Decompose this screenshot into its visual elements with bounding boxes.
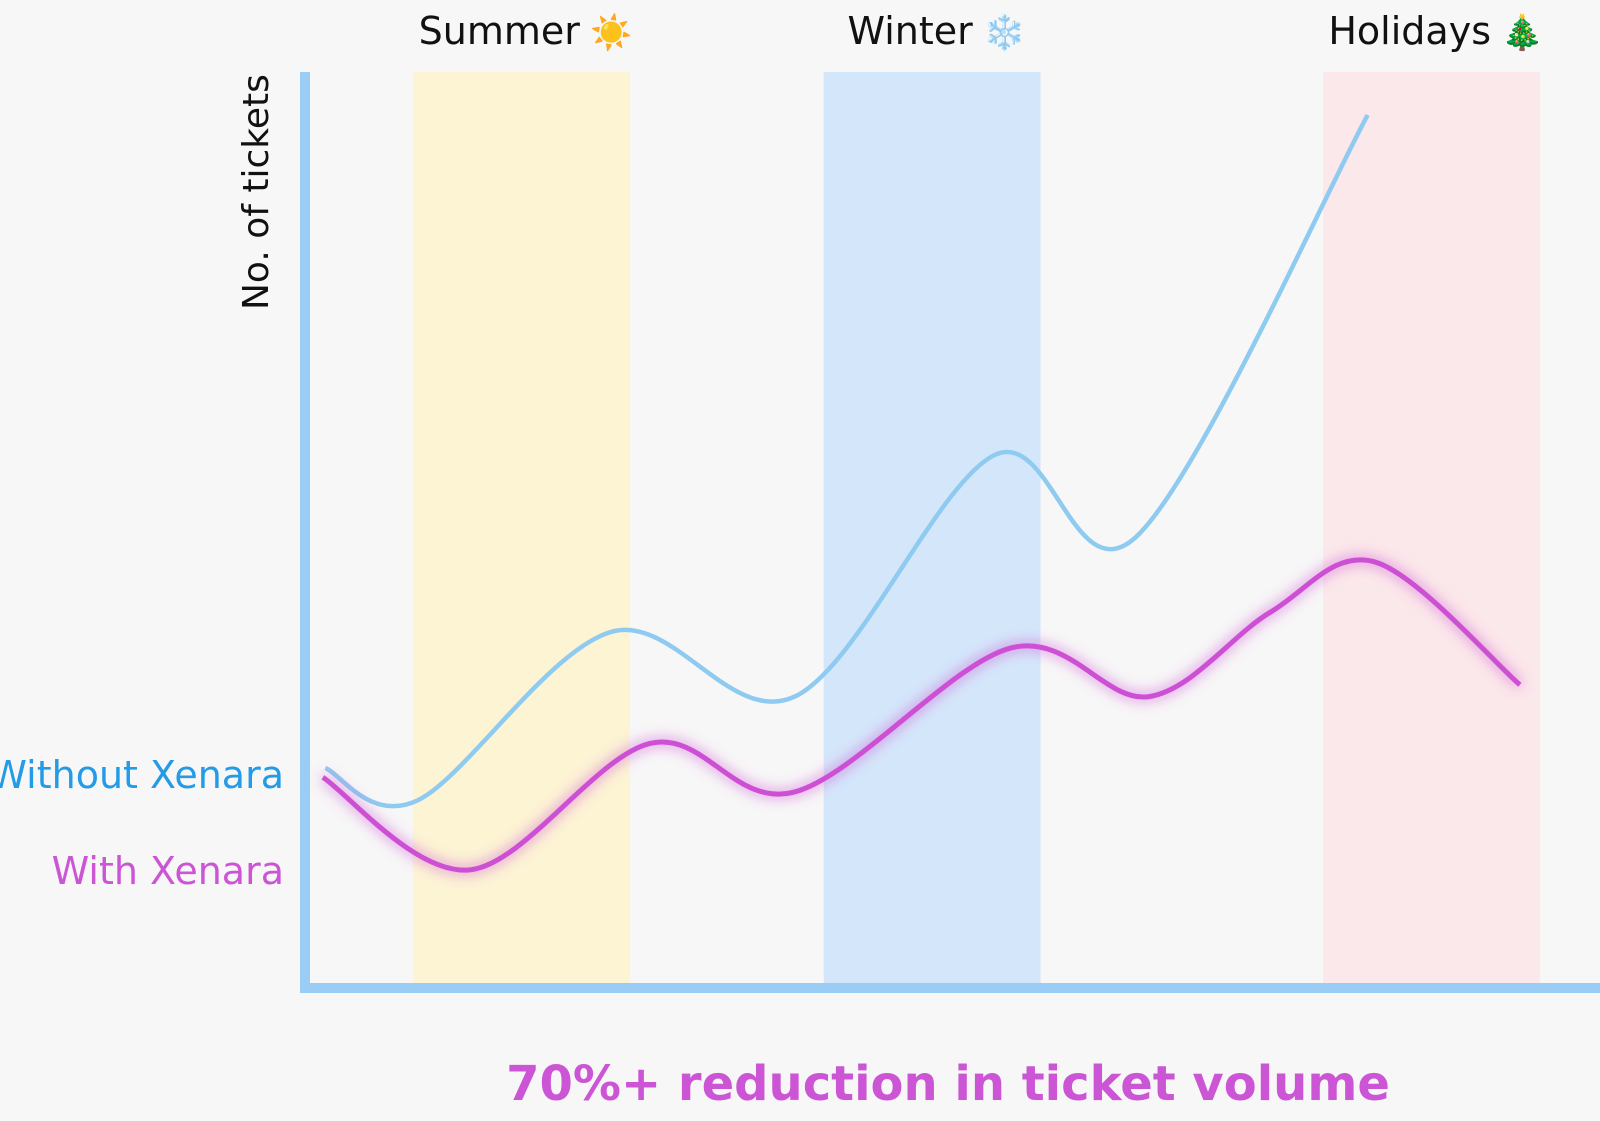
legend-without-xenara: Without Xenara [0, 753, 284, 797]
season-label-holidays: Holidays [1328, 9, 1491, 53]
season-label-summer: Summer [419, 9, 581, 53]
christmas-tree-icon: 🎄 [1501, 13, 1543, 53]
series-line-without-xenara [324, 113, 1370, 809]
series-line-with-xenara [321, 557, 1522, 873]
band-winter [823, 72, 1041, 983]
snowflake-icon: ❄️ [983, 13, 1025, 53]
season-label-winter: Winter [847, 9, 973, 53]
band-summer [412, 72, 630, 983]
band-holidays [1323, 72, 1541, 983]
sun-icon: ☀️ [590, 12, 632, 53]
y-axis-label: No. of tickets [236, 74, 277, 310]
legend-with-xenara: With Xenara [52, 849, 284, 893]
headline: 70%+ reduction in ticket volume [506, 1056, 1390, 1112]
